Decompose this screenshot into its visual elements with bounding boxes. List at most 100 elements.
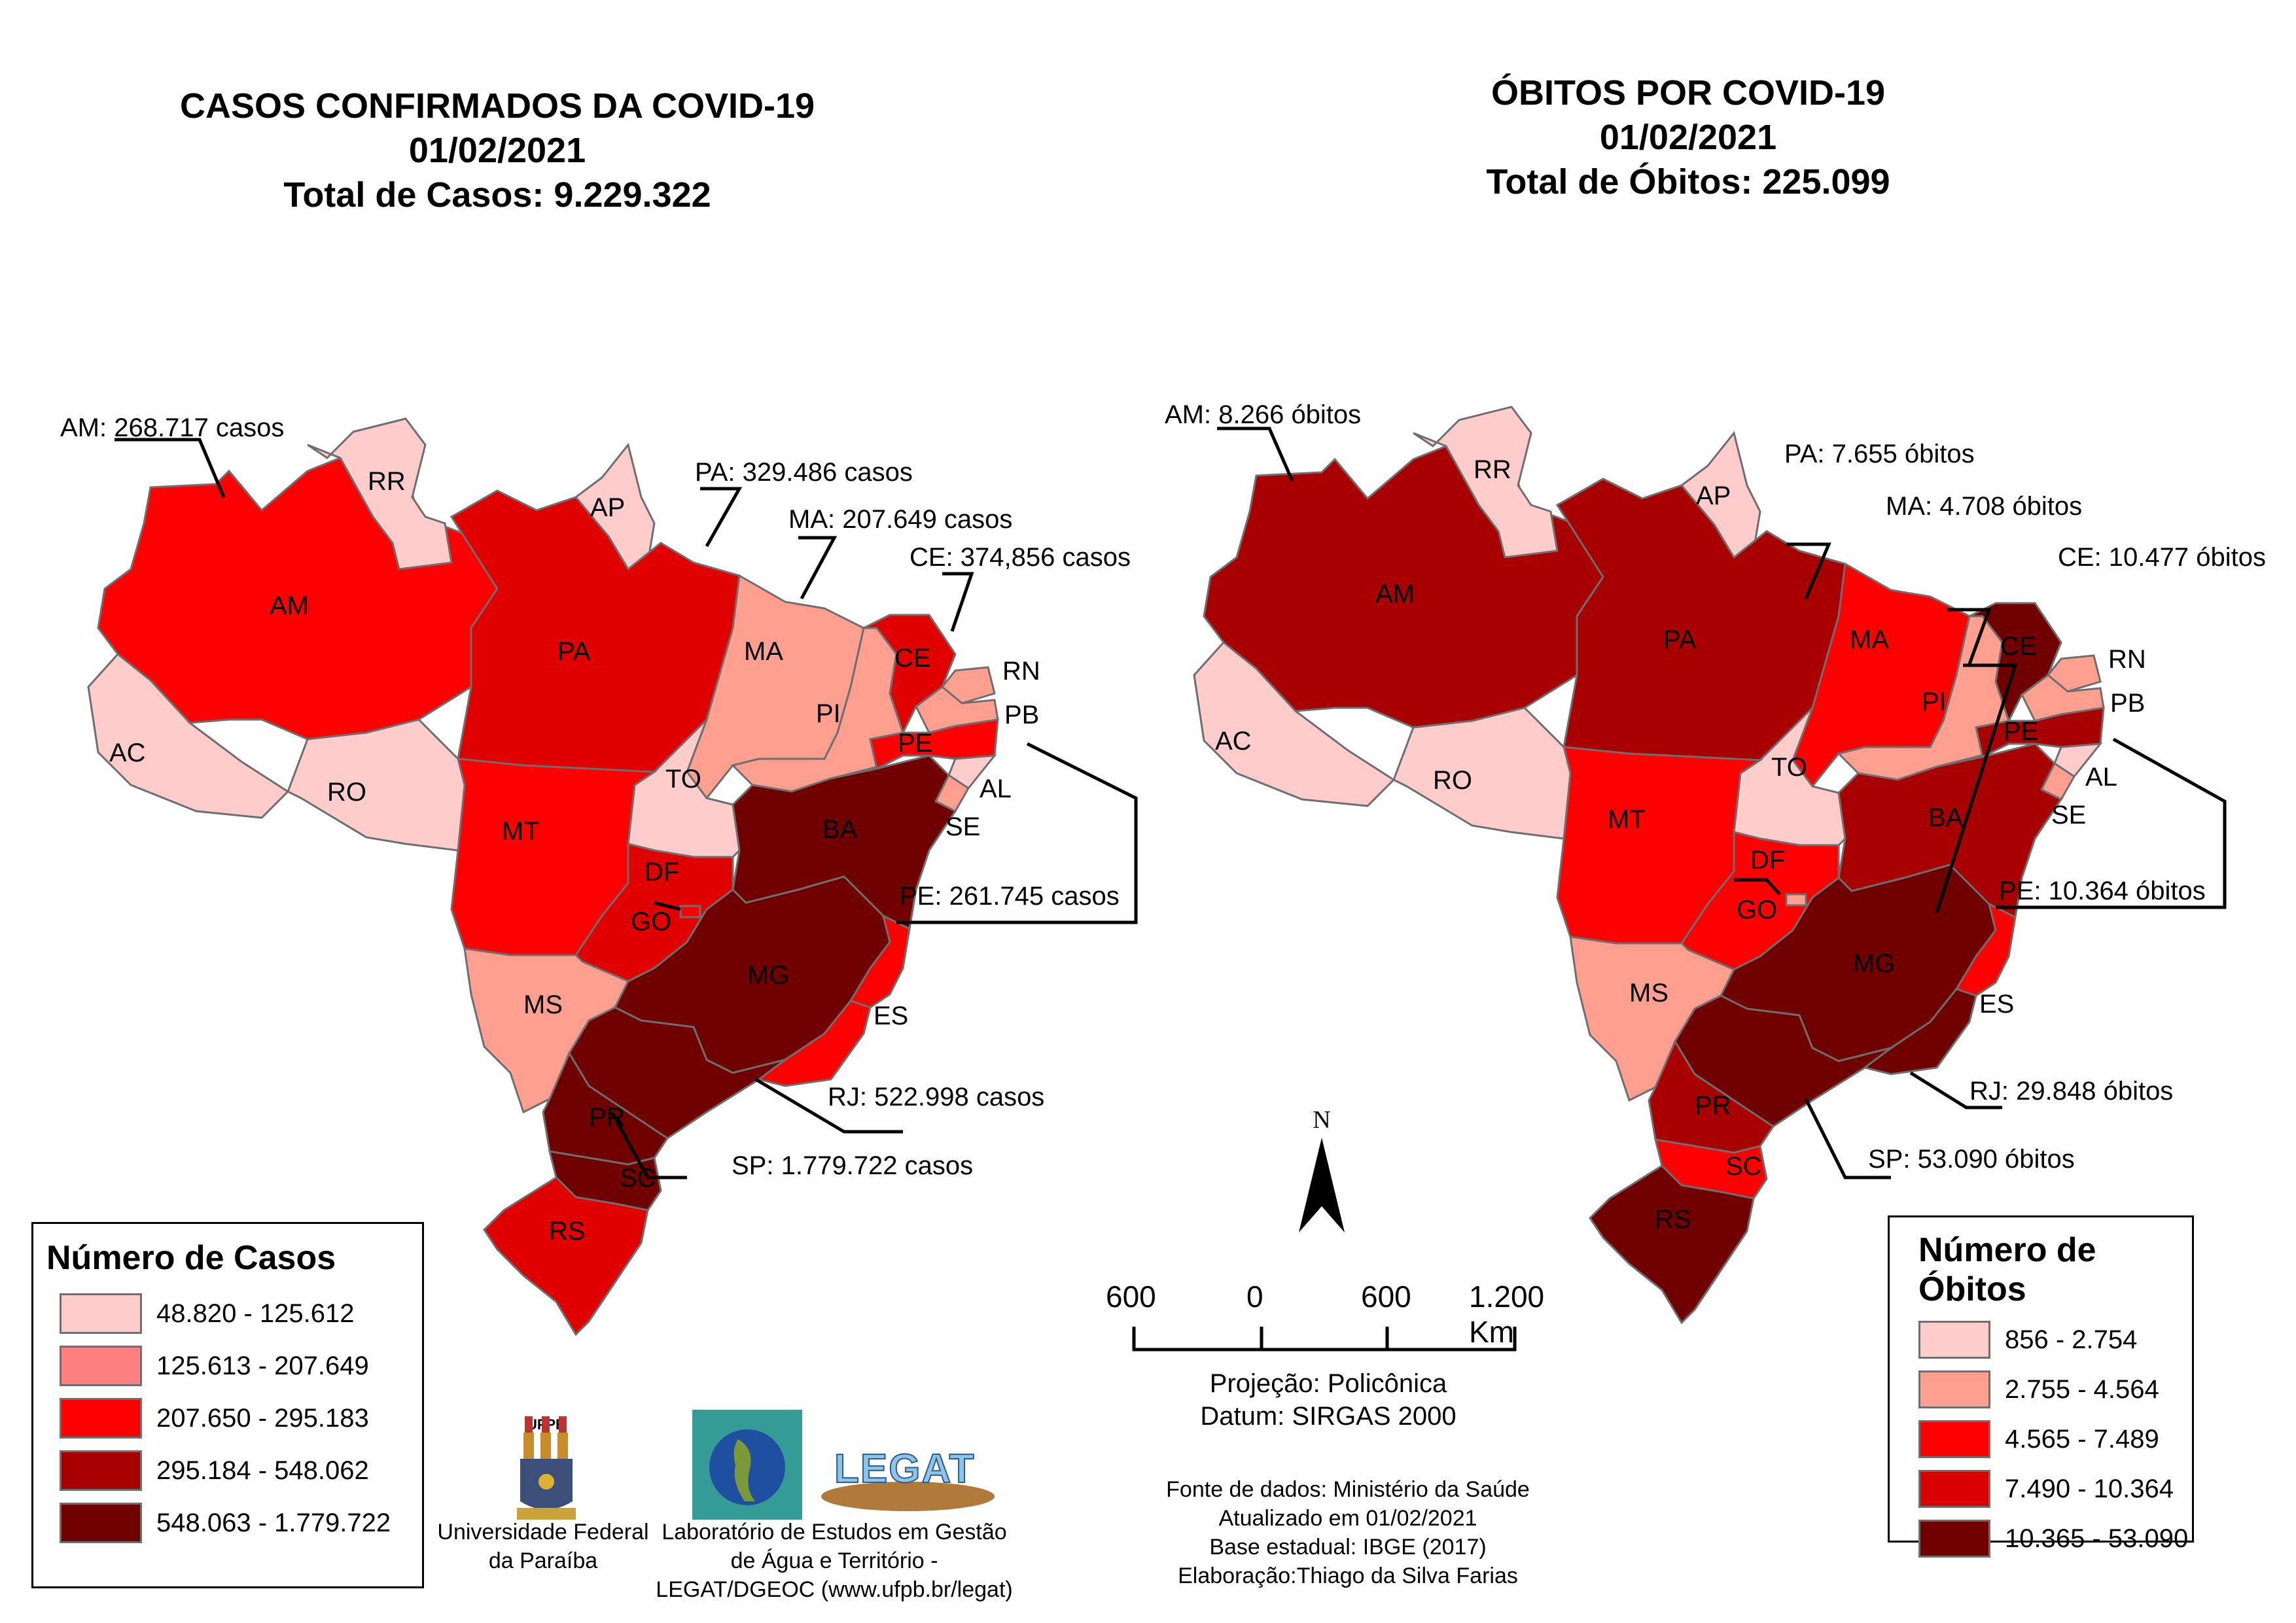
state-label-rs: RS — [1655, 1205, 1691, 1234]
legend-swatch — [1918, 1470, 1990, 1508]
state-label-ce: CE — [2000, 632, 2037, 661]
callout-ma-deaths: MA: 4.708 óbitos — [1886, 492, 2083, 521]
state-label-df: DF — [1750, 846, 1786, 875]
cases-date: 01/02/2021 — [408, 131, 586, 170]
legend-swatch — [60, 1346, 142, 1386]
deaths-date: 01/02/2021 — [1599, 118, 1777, 157]
state-label-ms: MS — [1629, 979, 1669, 1007]
state-label-pe: PE — [2004, 717, 2039, 746]
state-label-ap: AP — [590, 493, 626, 522]
state-label-rn: RN — [1002, 657, 1040, 686]
state-label-ro: RO — [327, 778, 366, 807]
deaths-legend: Número de Óbitos 856 - 2.754 2.755 - 4.5… — [1888, 1215, 2194, 1558]
state-label-am: AM — [1375, 580, 1415, 608]
deaths-legend-title: Número de Óbitos — [1918, 1231, 2096, 1308]
state-label-ms: MS — [523, 990, 563, 1019]
state-label-ba: BA — [1928, 803, 1964, 832]
legend-swatch — [60, 1450, 142, 1491]
callout-rj-deaths: RJ: 29.848 óbitos — [1969, 1077, 2174, 1106]
state-label-pi: PI — [816, 699, 841, 728]
cases-legend-item: 48.820 - 125.612 — [60, 1293, 422, 1334]
state-label-pr: PR — [589, 1103, 626, 1132]
state-label-to: TO — [665, 765, 701, 794]
cases-title: CASOS CONFIRMADOS DA COVID-19 — [179, 86, 815, 126]
state-label-es: ES — [1979, 990, 2015, 1019]
state-label-rr: RR — [1474, 455, 1511, 484]
datum: Datum: SIRGAS 2000 — [1200, 1402, 1457, 1431]
state-label-mg: MG — [1853, 949, 1896, 978]
state-rs-deaths — [1589, 1164, 1755, 1325]
state-label-ma: MA — [744, 637, 783, 666]
cases-total: Total de Casos: 9.229.322 — [283, 175, 711, 215]
legend-swatch — [1918, 1420, 1990, 1458]
state-label-al: AL — [2085, 763, 2117, 792]
deaths-title: ÓBITOS POR COVID-19 — [1491, 73, 1886, 113]
state-rs-cases — [483, 1176, 649, 1336]
state-label-al: AL — [980, 775, 1012, 803]
state-label-mt: MT — [1608, 805, 1646, 834]
state-label-am: AM — [270, 591, 309, 620]
projection: Projeção: Policônica — [1209, 1369, 1447, 1398]
state-label-pb: PB — [1004, 701, 1040, 729]
callout-pa-deaths: PA: 7.655 óbitos — [1784, 440, 1975, 468]
state-label-se: SE — [945, 812, 981, 841]
callout-ce-cases: CE: 374,856 casos — [910, 543, 1131, 572]
cases-legend: Número de Casos 48.820 - 125.612 125.613… — [31, 1222, 424, 1588]
callout-pe-deaths: PE: 10.364 óbitos — [1999, 877, 2206, 905]
state-label-df: DF — [645, 858, 680, 886]
deaths-total: Total de Óbitos: 225.099 — [1486, 162, 1890, 201]
cases-legend-item: 125.613 - 207.649 — [60, 1346, 422, 1386]
legend-swatch — [60, 1398, 142, 1439]
ufpb-caption: Universidade Federal da Paraíba — [437, 1520, 649, 1573]
callout-am-cases: AM: 268.717 casos — [60, 413, 285, 442]
deaths-legend-item: 2.755 - 4.564 — [1918, 1370, 2192, 1408]
credits: Fonte de dados: Ministério da Saúde Atua… — [1166, 1477, 1530, 1588]
deaths-legend-item: 10.365 - 53.090 — [1918, 1520, 2192, 1558]
legat-logo: LEGAT — [818, 1439, 998, 1511]
legat-caption: Laboratório de Estudos em Gestão de Água… — [656, 1520, 1013, 1602]
state-rr-deaths — [1413, 406, 1559, 559]
state-label-es: ES — [874, 1002, 909, 1030]
state-label-ro: RO — [1433, 766, 1472, 795]
north-arrow-icon — [1299, 1138, 1345, 1232]
state-rj-deaths — [1862, 988, 1977, 1075]
state-label-to: TO — [1771, 753, 1807, 782]
callout-am-deaths: AM: 8.266 óbitos — [1165, 400, 1362, 429]
state-label-rs: RS — [549, 1217, 586, 1246]
globe-icon — [709, 1429, 785, 1505]
state-rr-cases — [307, 417, 453, 570]
north-label: N — [1313, 1106, 1331, 1134]
legend-swatch — [60, 1293, 142, 1334]
callout-sp-deaths: SP: 53.090 óbitos — [1868, 1145, 2075, 1174]
state-label-ma: MA — [1850, 625, 1889, 654]
state-label-ap: AP — [1696, 481, 1731, 510]
north-arrow: N — [1292, 1106, 1351, 1236]
callout-pa-cases: PA: 329.486 casos — [695, 458, 913, 487]
legend-swatch — [60, 1503, 142, 1543]
state-ro-cases — [287, 718, 466, 852]
state-label-go: GO — [1737, 896, 1778, 924]
state-label-sc: SC — [620, 1164, 656, 1193]
state-label-pe: PE — [898, 729, 933, 758]
state-label-pb: PB — [2110, 689, 2146, 718]
deaths-title-block: ÓBITOS POR COVID-19 01/02/2021 Total de … — [1309, 71, 2068, 204]
legend-swatch — [1918, 1520, 1990, 1558]
state-label-se: SE — [2051, 801, 2087, 829]
callout-ce-deaths: CE: 10.477 óbitos — [2058, 543, 2266, 572]
cases-legend-item: 295.184 - 548.062 — [60, 1450, 422, 1491]
state-label-ac: AC — [109, 739, 146, 767]
ufpb-crest-icon — [517, 1416, 576, 1520]
state-label-ba: BA — [822, 815, 858, 844]
deaths-legend-item: 856 - 2.754 — [1918, 1321, 2192, 1359]
state-label-mg: MG — [747, 961, 790, 990]
deaths-legend-item: 4.565 - 7.489 — [1918, 1420, 2192, 1458]
callout-sp-cases: SP: 1.779.722 casos — [732, 1151, 974, 1180]
legend-swatch — [1918, 1370, 1990, 1408]
state-rj-cases — [756, 1000, 872, 1087]
state-label-rn: RN — [2108, 645, 2146, 674]
state-ro-deaths — [1392, 707, 1572, 840]
state-label-ac: AC — [1215, 727, 1252, 756]
deaths-legend-item: 7.490 - 10.364 — [1918, 1470, 2192, 1508]
